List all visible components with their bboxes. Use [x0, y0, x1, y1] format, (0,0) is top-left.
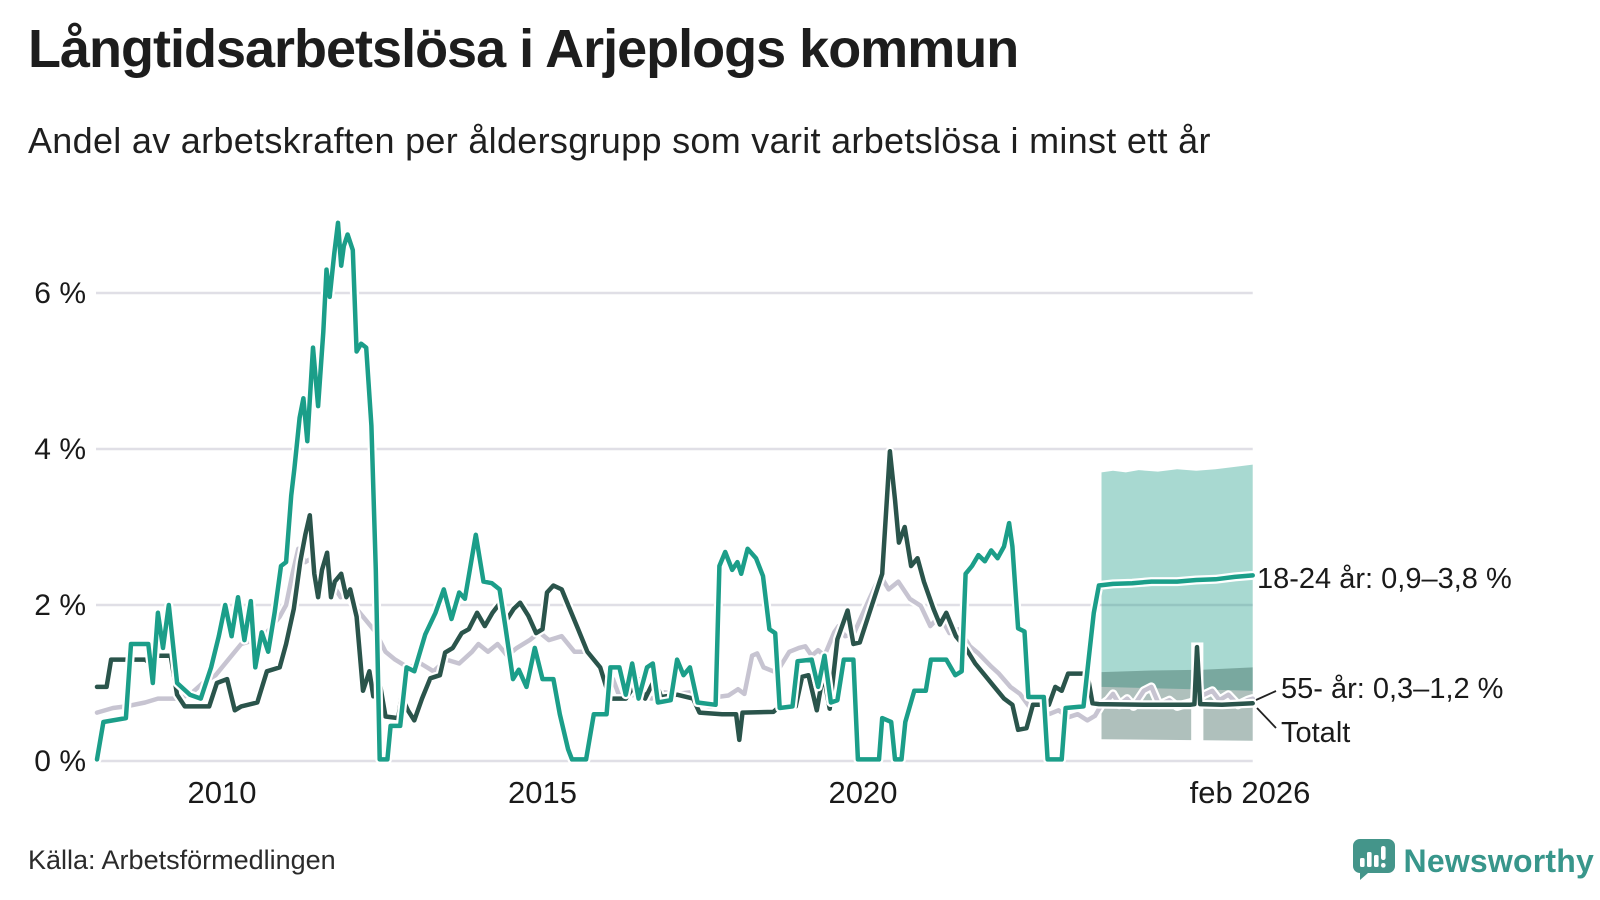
- series-label-totalt: Totalt: [1281, 717, 1351, 749]
- x-axis-tick-label: 2020: [829, 775, 898, 810]
- y-axis-tick-label: 4 %: [34, 433, 86, 466]
- source-note: Källa: Arbetsförmedlingen: [28, 845, 336, 875]
- series-label-55: 55- år: 0,3–1,2 %: [1281, 673, 1504, 705]
- x-axis-tick-label: 2010: [188, 775, 257, 810]
- y-axis-tick-label: 0 %: [34, 745, 86, 778]
- series-line-old: [94, 449, 1255, 743]
- newsworthy-logo[interactable]: Newsworthy: [1351, 838, 1594, 885]
- annotation-connector: [1256, 707, 1277, 729]
- x-axis-tick-label: 2015: [508, 775, 577, 810]
- series-label-18-24: 18-24 år: 0,9–3,8 %: [1257, 563, 1512, 595]
- page-title: Långtidsarbetslösa i Arjeplogs kommun: [28, 19, 1019, 79]
- series-line-young: [94, 220, 1255, 762]
- x-axis-tick-label: feb 2026: [1190, 775, 1311, 810]
- annotation-connector: [1255, 690, 1277, 701]
- newsworthy-wordmark: Newsworthy: [1403, 843, 1594, 879]
- chart-subtitle: Andel av arbetskraften per åldersgrupp s…: [28, 120, 1211, 161]
- bar-chart-speech-bubble-icon: [1351, 838, 1395, 885]
- y-axis-tick-label: 2 %: [34, 589, 86, 622]
- y-axis-tick-label: 6 %: [34, 277, 86, 310]
